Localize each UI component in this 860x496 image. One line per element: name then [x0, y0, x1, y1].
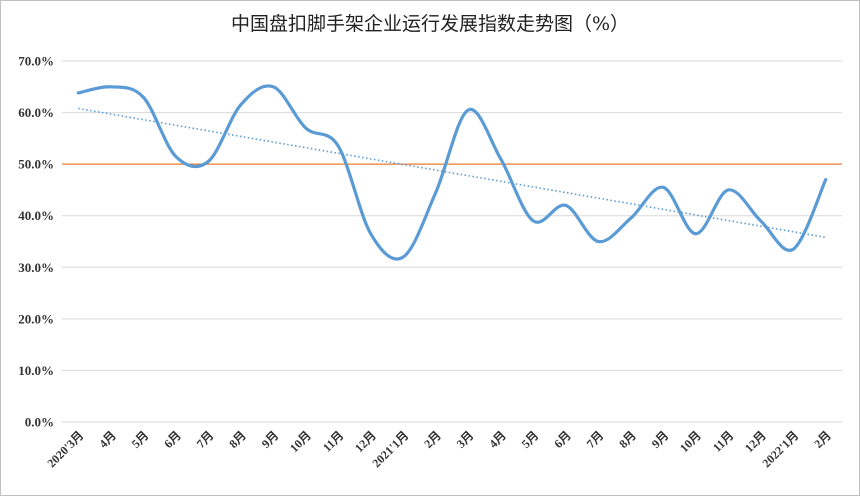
- x-tick-label: 8月: [616, 428, 639, 451]
- x-tick-label: 2021'1月: [369, 428, 411, 470]
- x-tick-label: 10月: [287, 428, 314, 455]
- y-tick-label: 10.0%: [18, 363, 54, 378]
- y-tick-label: 30.0%: [18, 260, 54, 275]
- x-tick-label: 5月: [129, 428, 152, 451]
- y-axis-ticks: 0.0% 10.0% 20.0% 30.0% 40.0% 50.0% 60.0% 70.0%: [18, 54, 54, 430]
- x-tick-label: 2月: [811, 428, 834, 451]
- x-tick-label: 2月: [421, 428, 444, 451]
- chart-title: 中国盘扣脚手架企业运行发展指数走势图（%）: [231, 13, 629, 35]
- x-tick-label: 4月: [96, 428, 119, 451]
- x-tick-label: 12月: [742, 428, 769, 455]
- trendline: [78, 107, 826, 239]
- x-tick-label: 3月: [454, 428, 477, 451]
- series-layer: [76, 84, 828, 261]
- grid-lines: [62, 60, 842, 423]
- y-tick-label: 20.0%: [18, 311, 54, 326]
- y-tick-label: 0.0%: [25, 415, 54, 430]
- x-tick-label: 11月: [710, 428, 736, 454]
- series-line: [76, 84, 828, 261]
- x-tick-label: 10月: [677, 428, 704, 455]
- trendline-layer: [78, 107, 826, 239]
- x-tick-label: 9月: [649, 428, 672, 451]
- x-tick-label: 2020'3月: [44, 428, 86, 470]
- x-tick-label: 9月: [259, 428, 282, 451]
- y-tick-label: 60.0%: [18, 105, 54, 120]
- x-tick-label: 2022'1月: [759, 428, 801, 470]
- x-tick-label: 6月: [551, 428, 574, 451]
- x-tick-label: 8月: [226, 428, 249, 451]
- x-tick-label: 12月: [352, 428, 379, 455]
- x-tick-label: 7月: [194, 428, 217, 451]
- y-tick-label: 40.0%: [18, 208, 54, 223]
- x-tick-label: 7月: [584, 428, 607, 451]
- x-tick-label: 5月: [519, 428, 542, 451]
- x-tick-label: 4月: [486, 428, 509, 451]
- y-tick-label: 50.0%: [18, 157, 54, 172]
- x-tick-label: 6月: [161, 428, 184, 451]
- y-tick-label: 70.0%: [18, 54, 54, 69]
- x-tick-label: 11月: [320, 428, 346, 454]
